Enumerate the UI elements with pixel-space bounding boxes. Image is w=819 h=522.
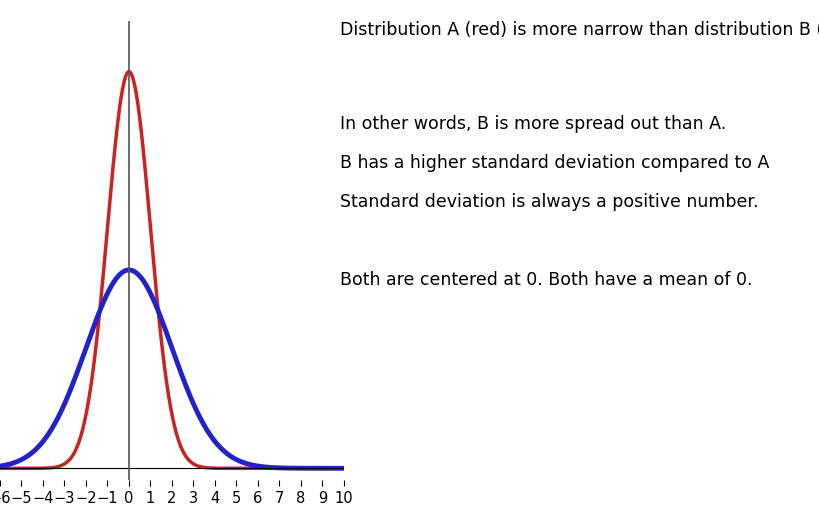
Text: Standard deviation is always a positive number.: Standard deviation is always a positive …	[340, 193, 758, 211]
Text: Both are centered at 0. Both have a mean of 0.: Both are centered at 0. Both have a mean…	[340, 271, 753, 289]
Text: Distribution A (red) is more narrow than distribution B (blue): Distribution A (red) is more narrow than…	[340, 21, 819, 39]
Text: In other words, B is more spread out than A.: In other words, B is more spread out tha…	[340, 115, 726, 133]
Text: B has a higher standard deviation compared to A: B has a higher standard deviation compar…	[340, 154, 769, 172]
